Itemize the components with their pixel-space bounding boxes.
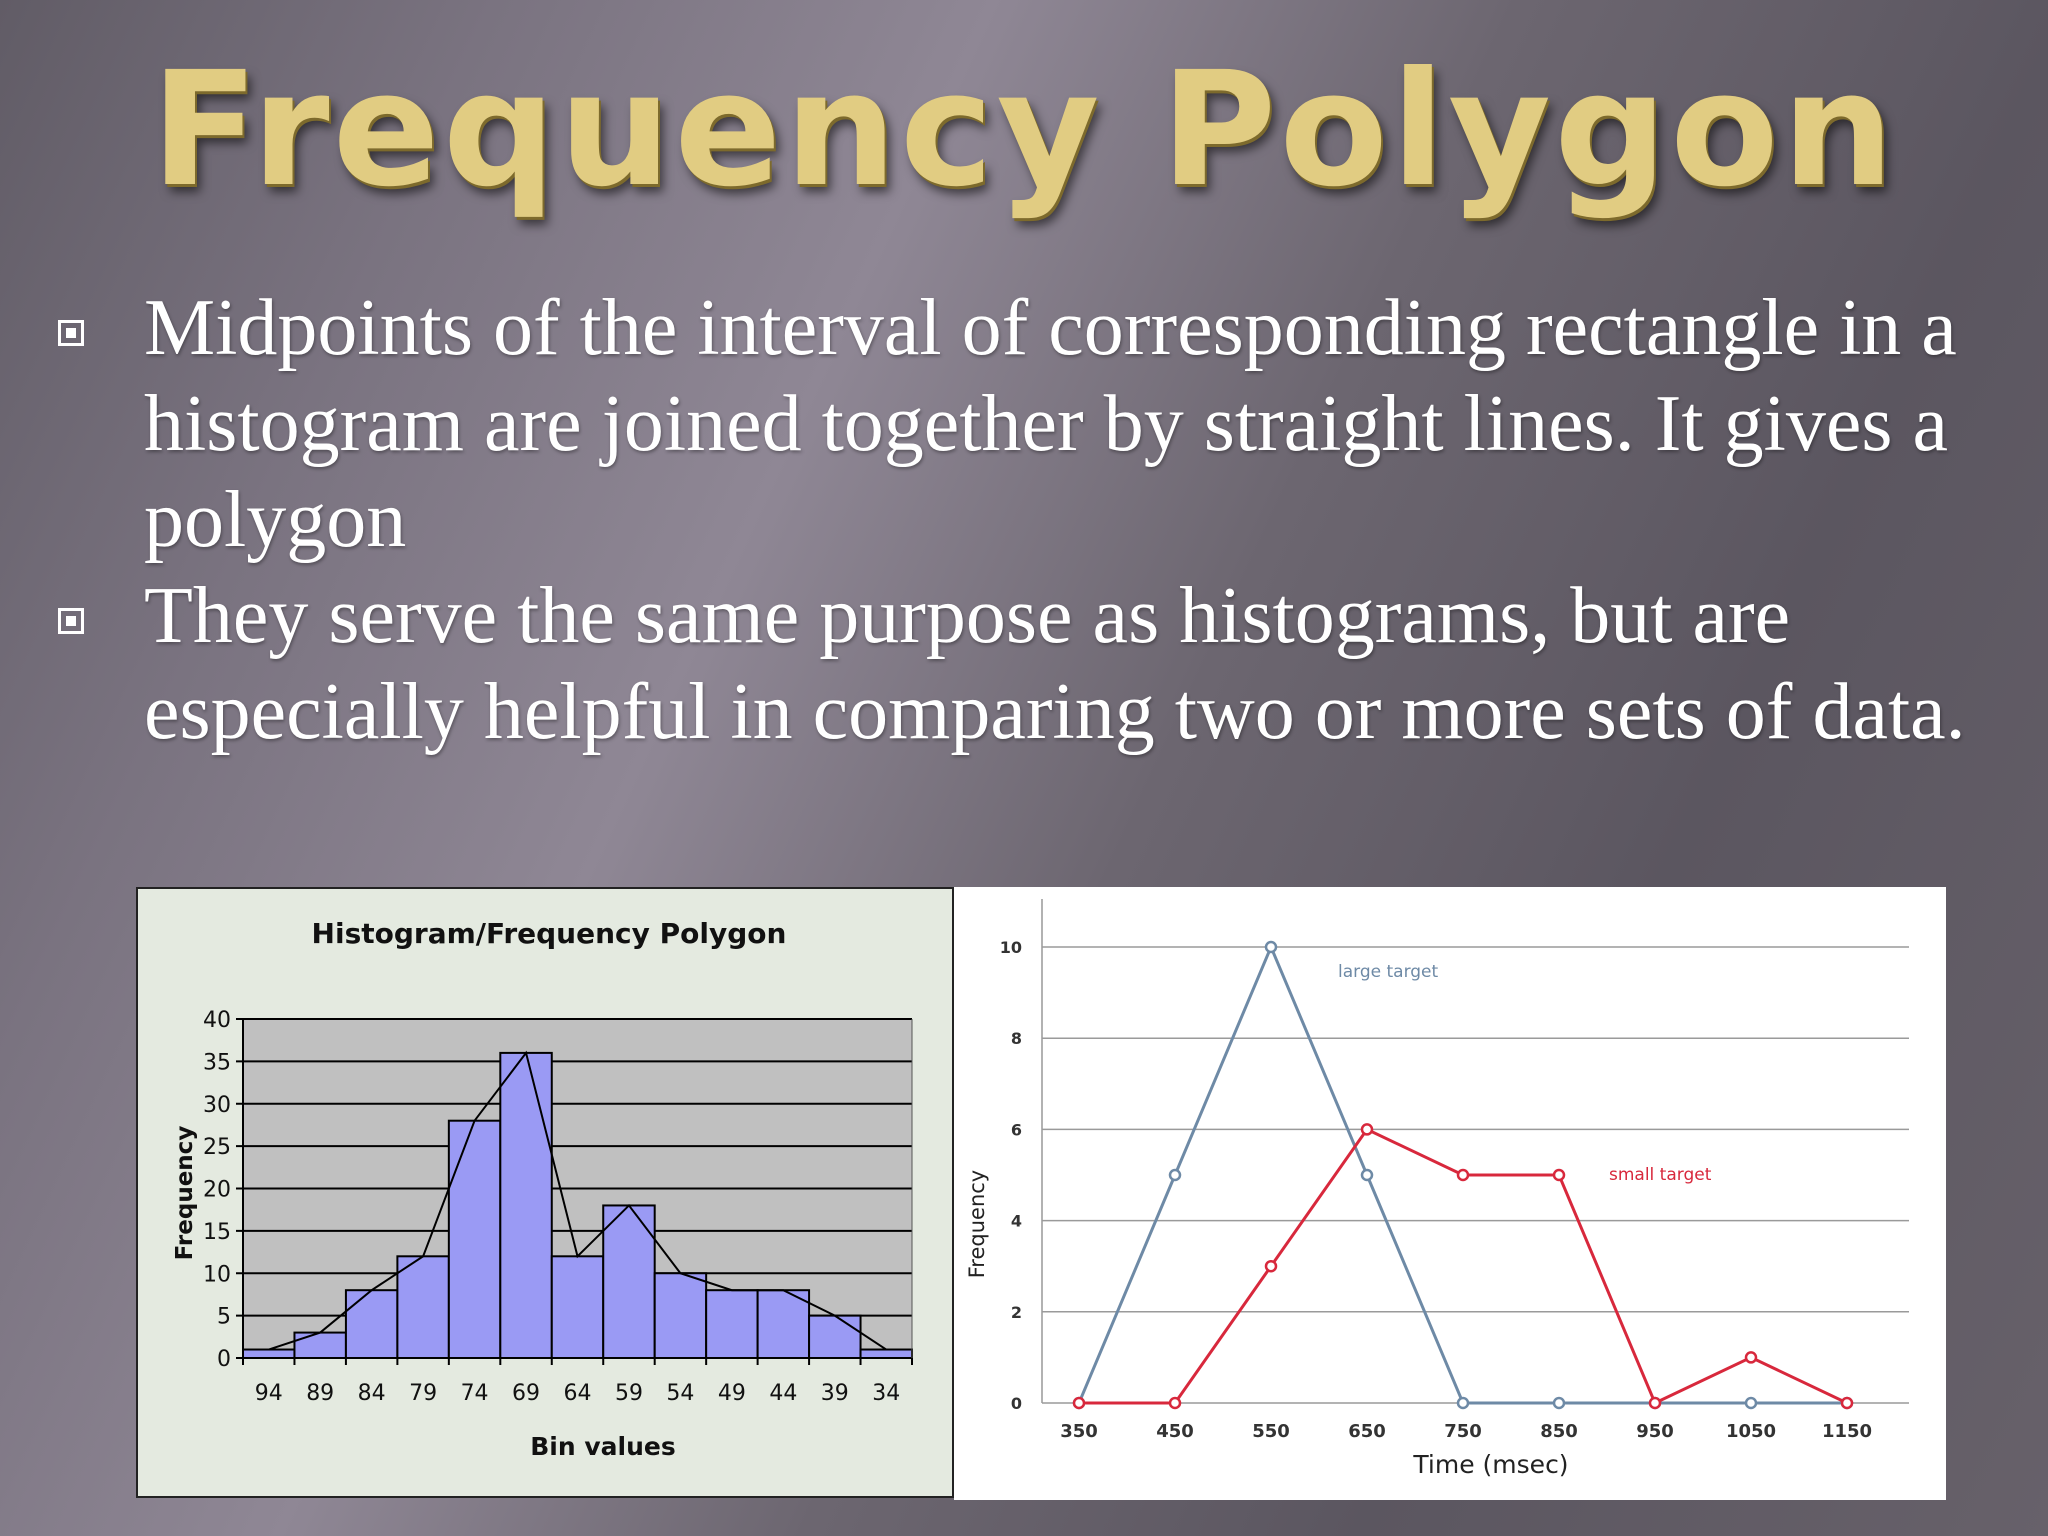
polygon-line bbox=[268, 1050, 887, 1351]
data-point bbox=[1072, 1396, 1086, 1410]
y-tick-label: 5 bbox=[217, 1305, 231, 1330]
series-label-small-target: small target bbox=[1609, 1165, 1712, 1185]
y-tick-label: 2 bbox=[1011, 1303, 1022, 1322]
data-point bbox=[1456, 1168, 1470, 1182]
x-tick-label: 350 bbox=[1060, 1421, 1098, 1442]
y-tick-label: 8 bbox=[1011, 1029, 1022, 1048]
y-tick-label: 0 bbox=[1011, 1394, 1022, 1413]
x-tick-label: 59 bbox=[615, 1381, 643, 1406]
y-tick-label: 6 bbox=[1011, 1120, 1022, 1139]
bullet-item: Midpoints of the interval of correspondi… bbox=[52, 280, 2032, 568]
square-bullet-icon bbox=[58, 608, 84, 634]
x-tick-label: 850 bbox=[1540, 1421, 1578, 1442]
bullet-item: They serve the same purpose as histogram… bbox=[52, 568, 2032, 760]
data-point bbox=[1648, 1396, 1662, 1410]
slide-title: Frequency Polygon bbox=[150, 38, 1898, 222]
bullet-text: They serve the same purpose as histogram… bbox=[144, 572, 1966, 756]
histogram-bar bbox=[344, 1289, 399, 1360]
frequency-polygon-chart: Frequency Time (msec) 0 2 4 6 8 10 350 450 550 65… bbox=[954, 887, 1946, 1500]
y-tick-label: 4 bbox=[1011, 1212, 1022, 1231]
histogram-bar bbox=[705, 1289, 759, 1360]
x-tick-label: 1150 bbox=[1822, 1421, 1872, 1442]
bullet-list: Midpoints of the interval of correspondi… bbox=[52, 280, 2032, 760]
x-tick-label: 84 bbox=[358, 1381, 386, 1406]
histogram-bar bbox=[447, 1119, 502, 1359]
y-tick-label: 10 bbox=[203, 1262, 231, 1287]
x-axis-label: Bin values bbox=[530, 1432, 676, 1461]
histogram-bar bbox=[602, 1204, 656, 1360]
x-tick-label: 1050 bbox=[1726, 1421, 1776, 1442]
histogram-bar bbox=[808, 1314, 862, 1359]
histogram-bar bbox=[499, 1051, 553, 1359]
x-tick-label: 44 bbox=[769, 1381, 797, 1406]
histogram-bar bbox=[242, 1348, 296, 1359]
y-axis-label: Frequency bbox=[965, 1170, 989, 1279]
y-tick-label: 35 bbox=[203, 1050, 231, 1075]
x-tick-label: 450 bbox=[1156, 1421, 1194, 1442]
x-tick-label: 34 bbox=[872, 1381, 900, 1406]
data-point bbox=[1360, 1168, 1374, 1182]
bullet-text: Midpoints of the interval of correspondi… bbox=[144, 284, 1957, 564]
data-point bbox=[1264, 1259, 1278, 1273]
x-tick-label: 64 bbox=[564, 1381, 592, 1406]
x-tick-label: 650 bbox=[1348, 1421, 1386, 1442]
histogram-bar bbox=[756, 1289, 811, 1360]
x-tick-label: 94 bbox=[255, 1381, 283, 1406]
x-tick-label: 39 bbox=[821, 1381, 849, 1406]
data-point bbox=[1744, 1396, 1758, 1410]
data-point bbox=[1552, 1168, 1566, 1182]
x-tick-label: 74 bbox=[461, 1381, 489, 1406]
x-axis-label: Time (msec) bbox=[1412, 1450, 1568, 1479]
x-tick-label: 69 bbox=[512, 1381, 540, 1406]
data-point bbox=[1552, 1396, 1566, 1410]
y-tick-label: 40 bbox=[203, 1008, 231, 1033]
x-tick-label: 54 bbox=[666, 1381, 694, 1406]
x-tick-label: 89 bbox=[306, 1381, 334, 1406]
x-tick-label: 750 bbox=[1444, 1421, 1482, 1442]
histogram-bar bbox=[653, 1272, 708, 1359]
histogram-chart: Histogram/Frequency Polygon Frequency Bi… bbox=[136, 887, 954, 1498]
series-label-large-target: large target bbox=[1338, 962, 1439, 982]
data-point bbox=[1360, 1123, 1374, 1136]
x-tick-label: 49 bbox=[718, 1381, 746, 1406]
y-tick-label: 0 bbox=[217, 1347, 231, 1372]
x-tick-label: 950 bbox=[1636, 1421, 1674, 1442]
data-point bbox=[1168, 1168, 1182, 1182]
histogram-bar bbox=[293, 1331, 347, 1360]
data-point bbox=[1168, 1396, 1182, 1410]
histogram-bar bbox=[396, 1255, 450, 1359]
data-point bbox=[1840, 1396, 1854, 1410]
y-tick-label: 10 bbox=[1000, 938, 1022, 957]
polygon-svg: Frequency Time (msec) 0 2 4 6 8 10 350 450 550 65… bbox=[965, 899, 1909, 1479]
x-tick-label: 79 bbox=[409, 1381, 437, 1406]
data-point bbox=[1744, 1351, 1758, 1364]
y-tick-label: 30 bbox=[203, 1093, 231, 1118]
histogram-bar bbox=[550, 1255, 605, 1359]
y-tick-label: 25 bbox=[203, 1135, 231, 1160]
y-axis-label: Frequency bbox=[172, 1126, 198, 1261]
data-point bbox=[1264, 940, 1278, 954]
x-tick-label: 550 bbox=[1252, 1421, 1290, 1442]
y-tick-label: 15 bbox=[203, 1220, 231, 1245]
square-bullet-icon bbox=[58, 320, 84, 346]
data-point bbox=[1456, 1396, 1470, 1410]
histogram-bar bbox=[859, 1348, 913, 1359]
y-tick-label: 20 bbox=[203, 1178, 231, 1203]
chart-title: Histogram/Frequency Polygon bbox=[312, 917, 787, 950]
histogram-svg: Histogram/Frequency Polygon Frequency Bi… bbox=[172, 917, 913, 1461]
